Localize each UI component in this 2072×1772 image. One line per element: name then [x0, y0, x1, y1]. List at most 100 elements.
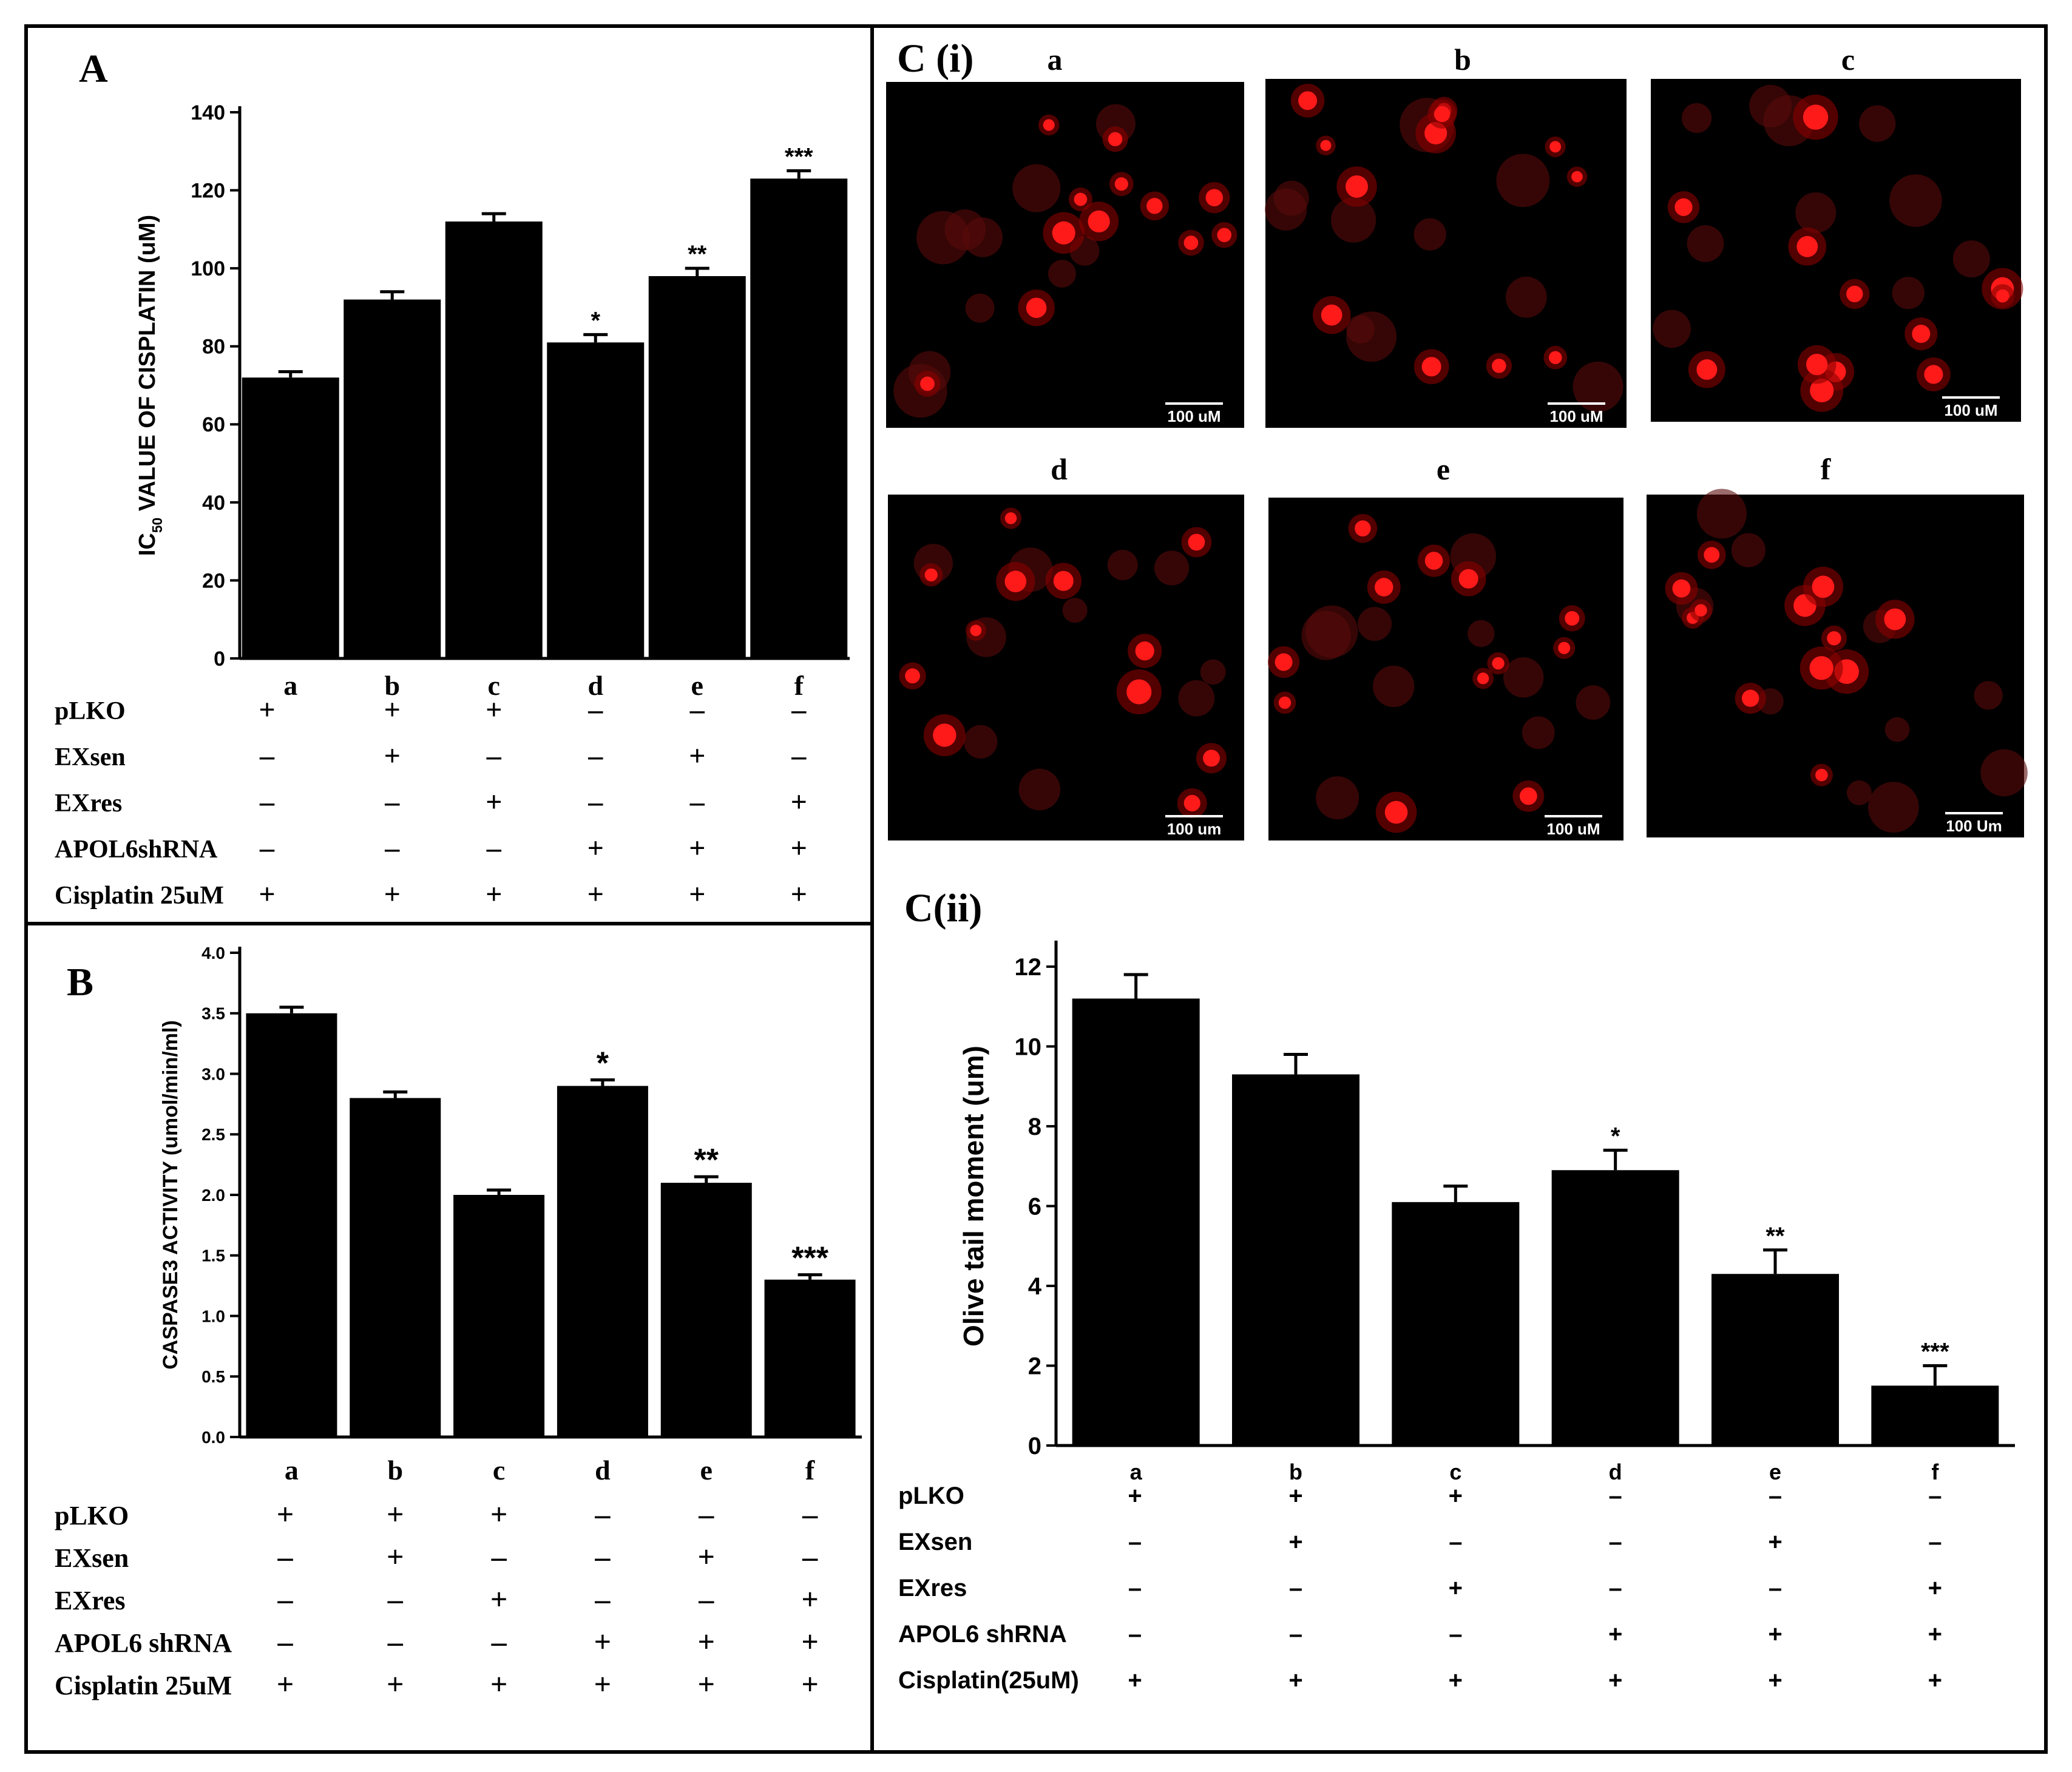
cell — [1695, 604, 1707, 617]
condition-sign: – — [1928, 1529, 1942, 1555]
condition-sign: + — [387, 1667, 404, 1701]
cell — [1183, 235, 1199, 250]
bar-f — [750, 178, 848, 658]
condition-sign: – — [259, 740, 275, 772]
cell — [1492, 359, 1506, 373]
category-label: a — [283, 670, 297, 701]
cell — [1026, 297, 1047, 319]
condition-sign: + — [490, 1497, 508, 1531]
cell — [1434, 106, 1451, 123]
cell — [1549, 351, 1562, 365]
cell-glow — [1178, 680, 1215, 717]
condition-sign: – — [491, 1625, 507, 1659]
cell — [1278, 696, 1292, 709]
panel-b-label: B — [67, 960, 93, 1004]
cell — [1135, 641, 1154, 661]
condition-label: EXsen — [55, 743, 126, 771]
condition-sign: – — [587, 694, 603, 726]
cell — [933, 723, 956, 747]
cell-glow — [1357, 607, 1392, 641]
condition-sign: – — [698, 1582, 714, 1616]
category-label: e — [700, 1455, 713, 1486]
cell-glow — [1653, 309, 1691, 348]
cell — [1477, 672, 1489, 685]
condition-sign: + — [259, 878, 275, 910]
condition-sign: – — [1289, 1575, 1302, 1601]
bar-d — [557, 1086, 648, 1437]
cell-glow — [1681, 103, 1712, 134]
cell — [1108, 132, 1123, 147]
condition-sign: + — [1288, 1667, 1302, 1694]
micrograph-letter: e — [1437, 452, 1450, 486]
condition-sign: + — [486, 786, 502, 818]
cell — [1884, 608, 1906, 631]
condition-sign: – — [594, 1582, 611, 1616]
cell-glow — [1018, 768, 1061, 811]
cell-glow — [1505, 276, 1547, 318]
condition-sign: + — [1608, 1621, 1622, 1648]
micrograph-letter: c — [1841, 42, 1855, 76]
y-tick-label: 20 — [202, 569, 225, 592]
condition-sign: + — [259, 694, 275, 726]
micrograph-c: 100 uM — [1651, 79, 2023, 422]
category-label: a — [1130, 1459, 1143, 1484]
cell-glow — [965, 293, 995, 323]
category-label: c — [488, 670, 500, 701]
micrograph-letter: f — [1821, 452, 1832, 486]
cell-glow — [1749, 84, 1792, 127]
y-tick-label: 3.0 — [201, 1064, 225, 1083]
cell — [1815, 768, 1828, 782]
category-label: d — [1609, 1459, 1622, 1484]
cell — [924, 568, 938, 581]
panel-c-frame — [870, 24, 2048, 1754]
condition-sign: + — [486, 878, 502, 910]
cell-glow — [1892, 277, 1925, 309]
cell-glow — [1503, 657, 1544, 698]
condition-sign: – — [1928, 1483, 1942, 1509]
micrograph-e: 100 uM — [1267, 498, 1623, 840]
condition-label: EXres — [55, 1586, 126, 1615]
cell — [1827, 631, 1841, 646]
category-label: b — [384, 670, 400, 701]
cell — [1205, 189, 1224, 206]
condition-label: APOL6shRNA — [55, 836, 218, 864]
condition-sign: + — [689, 832, 705, 864]
condition-sign: – — [1449, 1621, 1462, 1648]
cell — [1004, 512, 1017, 524]
bar-d — [1551, 1170, 1679, 1446]
micrograph-b: 100 uM — [1265, 79, 1627, 428]
cell-glow — [1980, 749, 2028, 797]
condition-sign: + — [387, 1540, 404, 1574]
condition-sign: + — [801, 1625, 819, 1659]
chart-Cii: 0 2 4 6 8 10 12 Olive tail moment (um) a b c * d ** e *… — [898, 941, 2015, 1694]
cell — [905, 668, 920, 684]
condition-sign: + — [689, 878, 705, 910]
cell — [1074, 192, 1088, 206]
cell — [1810, 378, 1834, 402]
bar-a — [242, 377, 339, 658]
condition-sign: + — [587, 878, 604, 910]
cell — [970, 624, 982, 637]
condition-sign: – — [587, 740, 603, 772]
condition-sign: – — [387, 1582, 404, 1616]
condition-sign: + — [791, 786, 807, 818]
cell — [1321, 304, 1342, 326]
condition-sign: + — [594, 1667, 612, 1701]
cell-glow — [1696, 489, 1747, 539]
cell — [1043, 119, 1055, 131]
cell — [1565, 610, 1580, 626]
cell-glow — [1522, 716, 1555, 749]
condition-sign: + — [1288, 1529, 1302, 1555]
condition-sign: – — [259, 786, 275, 818]
condition-label: EXsen — [55, 1543, 129, 1573]
chart-A: 0 20 40 60 80 100 120 140 IC50 VALUE OF CISPLATI… — [55, 101, 850, 910]
y-axis-label: IC50 VALUE OF CISPLATIN (uM) — [135, 215, 165, 556]
cell-glow — [1867, 782, 1919, 833]
scale-bar-label: 100 uM — [1167, 407, 1221, 425]
y-tick-label: 12 — [1015, 954, 1042, 981]
condition-sign: – — [277, 1582, 294, 1616]
condition-sign: – — [259, 832, 275, 864]
cell-glow — [1012, 164, 1061, 212]
cell-glow — [1468, 620, 1495, 648]
